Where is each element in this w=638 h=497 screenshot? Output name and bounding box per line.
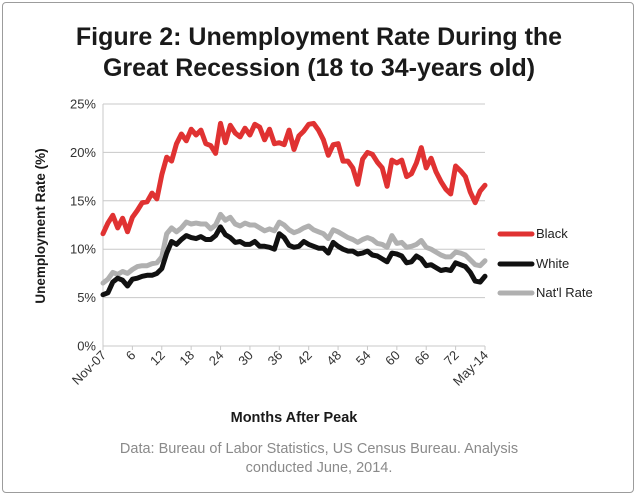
y-tick-label: 5%	[77, 290, 96, 305]
x-tick-label: 6	[123, 348, 139, 364]
x-tick-label: 42	[294, 348, 315, 369]
series-line-black	[100, 120, 488, 237]
y-tick-label: 20%	[70, 145, 96, 160]
x-tick-label: 18	[176, 348, 197, 369]
series-line-nat-l-rate	[100, 211, 488, 286]
y-tick-label: 15%	[70, 193, 96, 208]
x-tick-label: 72	[441, 348, 462, 369]
chart-title-line-2: Great Recession (18 to 34-years old)	[102, 54, 536, 82]
series-line-white	[100, 224, 488, 298]
legend-label: White	[536, 256, 569, 271]
y-tick-label: 10%	[70, 242, 96, 257]
source-line-2: conducted June, 2014.	[245, 460, 393, 476]
y-tick-label: 0%	[77, 339, 96, 354]
x-tick-label: Nov-07	[69, 348, 109, 388]
series-lines	[100, 120, 488, 298]
x-tick-label: 54	[353, 348, 374, 369]
source-note: Data: Bureau of Labor Statistics, US Cen…	[0, 440, 638, 478]
y-axis-label: Unemployment Rate (%)	[33, 148, 48, 303]
legend: Black White Nat'l Rate	[497, 226, 593, 300]
y-tick-labels: 0% 5% 10% 15% 20% 25%	[70, 97, 96, 354]
x-tick-label: 60	[382, 348, 403, 369]
legend-label: Nat'l Rate	[536, 285, 593, 300]
x-tick-label: 30	[235, 348, 256, 369]
y-tick-label: 25%	[70, 97, 96, 112]
x-tick-label: 66	[412, 348, 433, 369]
x-tick-label: 24	[206, 348, 227, 369]
x-axis-label: Months After Peak	[231, 410, 359, 426]
chart-title-line-1: Figure 2: Unemployment Rate During the	[75, 23, 563, 51]
legend-label: Black	[536, 226, 568, 241]
x-tick-label: 36	[265, 348, 286, 369]
source-line-1: Data: Bureau of Labor Statistics, US Cen…	[119, 441, 519, 457]
x-tick-label: 48	[323, 348, 344, 369]
x-tick-label: 12	[147, 348, 168, 369]
